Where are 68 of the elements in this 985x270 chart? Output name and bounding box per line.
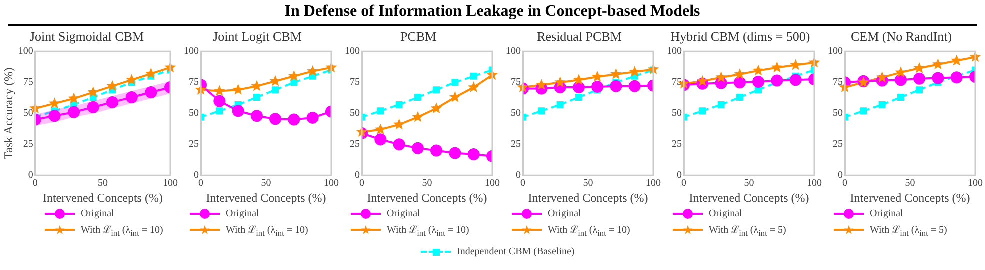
legend-label: Original	[226, 208, 260, 220]
legend-label: Original	[709, 208, 742, 220]
chart-title: CEM (No RandInt)	[850, 29, 952, 44]
y-tick-label: 50	[23, 108, 34, 120]
y-tick-label: 0	[28, 170, 34, 182]
y-tick-label: 50	[511, 108, 521, 120]
x-tick-label: 50	[744, 178, 754, 190]
x-axis-title: Intervened Concepts (%)	[689, 190, 810, 205]
y-tick-label: 75	[189, 77, 199, 88]
legend-label: With ℒ$_{int}$ (λ$_{int}$ = 10)	[81, 224, 164, 238]
y-tick-label: 25	[833, 139, 843, 150]
x-axis-title: Intervened Concepts (%)	[850, 190, 970, 205]
x-axis-title: Intervened Concepts (%)	[528, 190, 648, 205]
x-axis-title: Intervened Concepts (%)	[367, 190, 488, 205]
y-tick-label: 0	[516, 170, 521, 182]
x-tick-label: 100	[968, 178, 983, 190]
x-tick-label: 100	[807, 178, 822, 190]
y-tick-label: 0	[838, 170, 843, 182]
chart-title: Joint Logit CBM	[213, 29, 302, 44]
x-tick-label: 50	[98, 178, 108, 190]
y-tick-label: 0	[194, 170, 199, 182]
y-tick-label: 100	[345, 46, 360, 58]
chart-title: Residual PCBM	[537, 29, 622, 44]
x-tick-label: 50	[905, 178, 916, 190]
y-tick-label: 100	[506, 46, 521, 58]
legend-label: With ℒ$_{int}$ (λ$_{int}$ = 5)	[709, 224, 786, 238]
y-tick-label: 0	[355, 170, 360, 182]
x-tick-label: 100	[485, 178, 500, 190]
x-tick-label: 100	[163, 178, 178, 190]
chart-title: PCBM	[400, 29, 437, 44]
y-axis-title: Task Accuracy (%)	[1, 68, 16, 160]
chart-title: Hybrid CBM (dims = 500)	[670, 29, 810, 44]
x-tick-label: 50	[583, 178, 594, 190]
legend-label: Original	[548, 208, 582, 220]
legend-label: Independent CBM (Baseline)	[457, 246, 575, 257]
y-tick-label: 75	[511, 77, 521, 88]
y-tick-label: 75	[833, 77, 843, 88]
legend-label: With ℒ$_{int}$ (λ$_{int}$ = 10)	[226, 224, 308, 238]
text: In Defense of Information Leakage in Concept-based Models	[284, 3, 700, 20]
x-tick-label: 50	[261, 178, 272, 190]
legend-label: With ℒ$_{int}$ (λ$_{int}$ = 5)	[870, 224, 948, 238]
y-tick-label: 100	[828, 46, 843, 58]
y-tick-label: 25	[23, 139, 34, 150]
y-tick-label: 25	[672, 139, 682, 150]
legend-label: With ℒ$_{int}$ (λ$_{int}$ = 10)	[548, 224, 630, 238]
y-tick-label: 0	[677, 170, 682, 182]
legend-label: Original	[870, 208, 904, 220]
x-tick-label: 100	[646, 178, 661, 190]
y-tick-label: 100	[184, 46, 199, 58]
y-tick-label: 50	[189, 108, 199, 120]
legend-label: Original	[81, 208, 114, 220]
y-tick-label: 50	[672, 108, 682, 120]
y-tick-label: 50	[833, 108, 843, 120]
y-tick-label: 75	[23, 77, 34, 88]
y-tick-label: 25	[511, 139, 521, 150]
y-tick-label: 25	[350, 139, 360, 150]
y-tick-label: 25	[189, 139, 199, 150]
y-tick-label: 100	[18, 46, 34, 58]
legend-label: Original	[387, 208, 420, 220]
x-axis-title: Intervened Concepts (%)	[42, 190, 163, 205]
y-tick-label: 50	[350, 108, 360, 120]
chart-title: Joint Sigmoidal CBM	[30, 29, 144, 44]
x-tick-label: 50	[422, 178, 432, 190]
y-tick-label: 100	[667, 46, 682, 58]
x-axis-title: Intervened Concepts (%)	[206, 190, 326, 205]
y-tick-label: 75	[350, 77, 360, 88]
legend-label: With ℒ$_{int}$ (λ$_{int}$ = 10)	[387, 224, 470, 238]
x-tick-label: 100	[324, 178, 339, 190]
